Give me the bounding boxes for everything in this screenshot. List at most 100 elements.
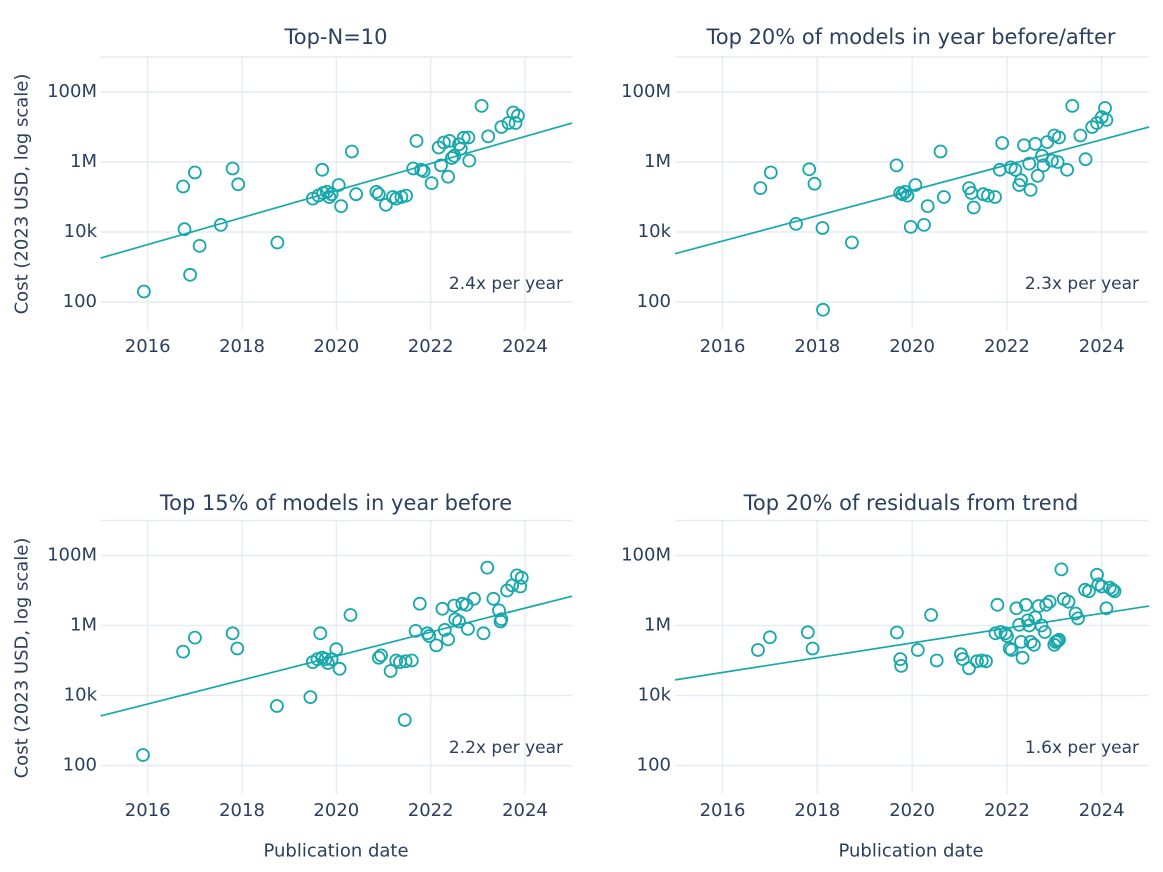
data-point[interactable] bbox=[187, 630, 202, 645]
data-point[interactable] bbox=[508, 116, 523, 130]
data-point[interactable] bbox=[1023, 635, 1038, 649]
data-point[interactable] bbox=[320, 656, 335, 670]
data-point[interactable] bbox=[225, 161, 240, 176]
data-point[interactable] bbox=[476, 626, 491, 641]
data-point[interactable] bbox=[177, 222, 192, 237]
data-point[interactable] bbox=[183, 267, 198, 282]
data-point[interactable] bbox=[369, 184, 384, 199]
data-point[interactable] bbox=[435, 601, 450, 616]
data-point[interactable] bbox=[981, 188, 995, 203]
data-point[interactable] bbox=[467, 591, 481, 606]
data-point[interactable] bbox=[136, 284, 151, 299]
data-point[interactable] bbox=[187, 165, 202, 180]
data-point[interactable] bbox=[763, 165, 778, 180]
data-point[interactable] bbox=[1050, 634, 1065, 648]
data-point[interactable] bbox=[1014, 173, 1028, 188]
data-point[interactable] bbox=[889, 158, 904, 173]
data-point[interactable] bbox=[270, 235, 285, 250]
data-point[interactable] bbox=[1008, 162, 1023, 177]
data-point[interactable] bbox=[933, 144, 948, 159]
data-point[interactable] bbox=[436, 135, 451, 150]
data-point[interactable] bbox=[920, 199, 935, 214]
data-point[interactable] bbox=[398, 654, 413, 669]
data-point[interactable] bbox=[802, 162, 817, 177]
data-point[interactable] bbox=[343, 608, 358, 622]
data-point[interactable] bbox=[349, 187, 364, 202]
data-point[interactable] bbox=[399, 188, 414, 203]
data-point[interactable] bbox=[397, 713, 412, 727]
data-point[interactable] bbox=[893, 652, 908, 666]
data-point[interactable] bbox=[970, 654, 984, 669]
data-point[interactable] bbox=[371, 650, 386, 665]
data-point[interactable] bbox=[424, 176, 439, 191]
data-point[interactable] bbox=[1105, 582, 1120, 597]
data-point[interactable] bbox=[1073, 128, 1088, 143]
data-point[interactable] bbox=[1023, 182, 1038, 197]
data-point[interactable] bbox=[225, 626, 240, 641]
data-point[interactable] bbox=[890, 625, 904, 640]
data-point[interactable] bbox=[1037, 625, 1052, 639]
data-point[interactable] bbox=[474, 99, 489, 113]
data-point[interactable] bbox=[447, 598, 462, 613]
data-point[interactable] bbox=[344, 144, 359, 159]
data-point[interactable] bbox=[751, 643, 765, 657]
data-point[interactable] bbox=[371, 187, 386, 202]
data-point[interactable] bbox=[1061, 594, 1076, 609]
data-point[interactable] bbox=[481, 129, 496, 144]
data-point[interactable] bbox=[429, 638, 444, 653]
data-point[interactable] bbox=[937, 190, 951, 204]
data-point[interactable] bbox=[1060, 162, 1074, 177]
data-point[interactable] bbox=[1028, 136, 1043, 151]
data-point[interactable] bbox=[303, 690, 318, 704]
data-point[interactable] bbox=[513, 579, 528, 594]
data-point[interactable] bbox=[460, 622, 475, 636]
data-point[interactable] bbox=[1030, 168, 1045, 183]
data-point[interactable] bbox=[494, 612, 509, 627]
data-point[interactable] bbox=[416, 164, 431, 179]
data-point[interactable] bbox=[334, 199, 349, 214]
data-point[interactable] bbox=[437, 623, 452, 637]
data-point[interactable] bbox=[1028, 610, 1043, 625]
data-point[interactable] bbox=[322, 190, 337, 204]
data-point[interactable] bbox=[452, 614, 466, 629]
data-point[interactable] bbox=[462, 153, 477, 168]
data-point[interactable] bbox=[434, 158, 448, 173]
data-point[interactable] bbox=[329, 642, 344, 657]
data-point[interactable] bbox=[1050, 155, 1065, 169]
data-point[interactable] bbox=[1052, 130, 1066, 145]
data-point[interactable] bbox=[213, 217, 228, 232]
data-point[interactable] bbox=[378, 197, 393, 212]
data-point[interactable] bbox=[494, 120, 509, 134]
data-point[interactable] bbox=[176, 644, 191, 659]
data-point[interactable] bbox=[1000, 629, 1014, 643]
data-point[interactable] bbox=[332, 661, 347, 676]
data-point[interactable] bbox=[1099, 113, 1114, 127]
data-point[interactable] bbox=[456, 130, 471, 145]
data-point[interactable] bbox=[1022, 156, 1037, 171]
data-point[interactable] bbox=[1090, 567, 1104, 582]
data-point[interactable] bbox=[1009, 601, 1024, 616]
data-point[interactable] bbox=[1042, 594, 1057, 609]
data-point[interactable] bbox=[979, 654, 993, 669]
data-point[interactable] bbox=[1039, 597, 1054, 612]
data-point[interactable] bbox=[816, 302, 830, 317]
data-point[interactable] bbox=[1054, 562, 1069, 577]
data-point[interactable] bbox=[1065, 99, 1080, 113]
data-point[interactable] bbox=[1014, 635, 1028, 649]
data-point[interactable] bbox=[1045, 153, 1059, 168]
data-point[interactable] bbox=[444, 151, 459, 165]
data-point[interactable] bbox=[1027, 637, 1041, 652]
data-point[interactable] bbox=[409, 133, 424, 148]
data-point[interactable] bbox=[1004, 643, 1019, 657]
data-point[interactable] bbox=[908, 178, 923, 192]
data-point[interactable] bbox=[962, 661, 976, 676]
data-point[interactable] bbox=[480, 560, 495, 575]
data-point[interactable] bbox=[929, 653, 944, 668]
data-point[interactable] bbox=[1107, 584, 1122, 599]
data-point[interactable] bbox=[1015, 650, 1030, 665]
data-point[interactable] bbox=[1052, 632, 1066, 647]
data-point[interactable] bbox=[900, 188, 915, 203]
data-point[interactable] bbox=[331, 178, 346, 192]
data-point[interactable] bbox=[917, 217, 931, 232]
data-point[interactable] bbox=[1099, 601, 1114, 616]
